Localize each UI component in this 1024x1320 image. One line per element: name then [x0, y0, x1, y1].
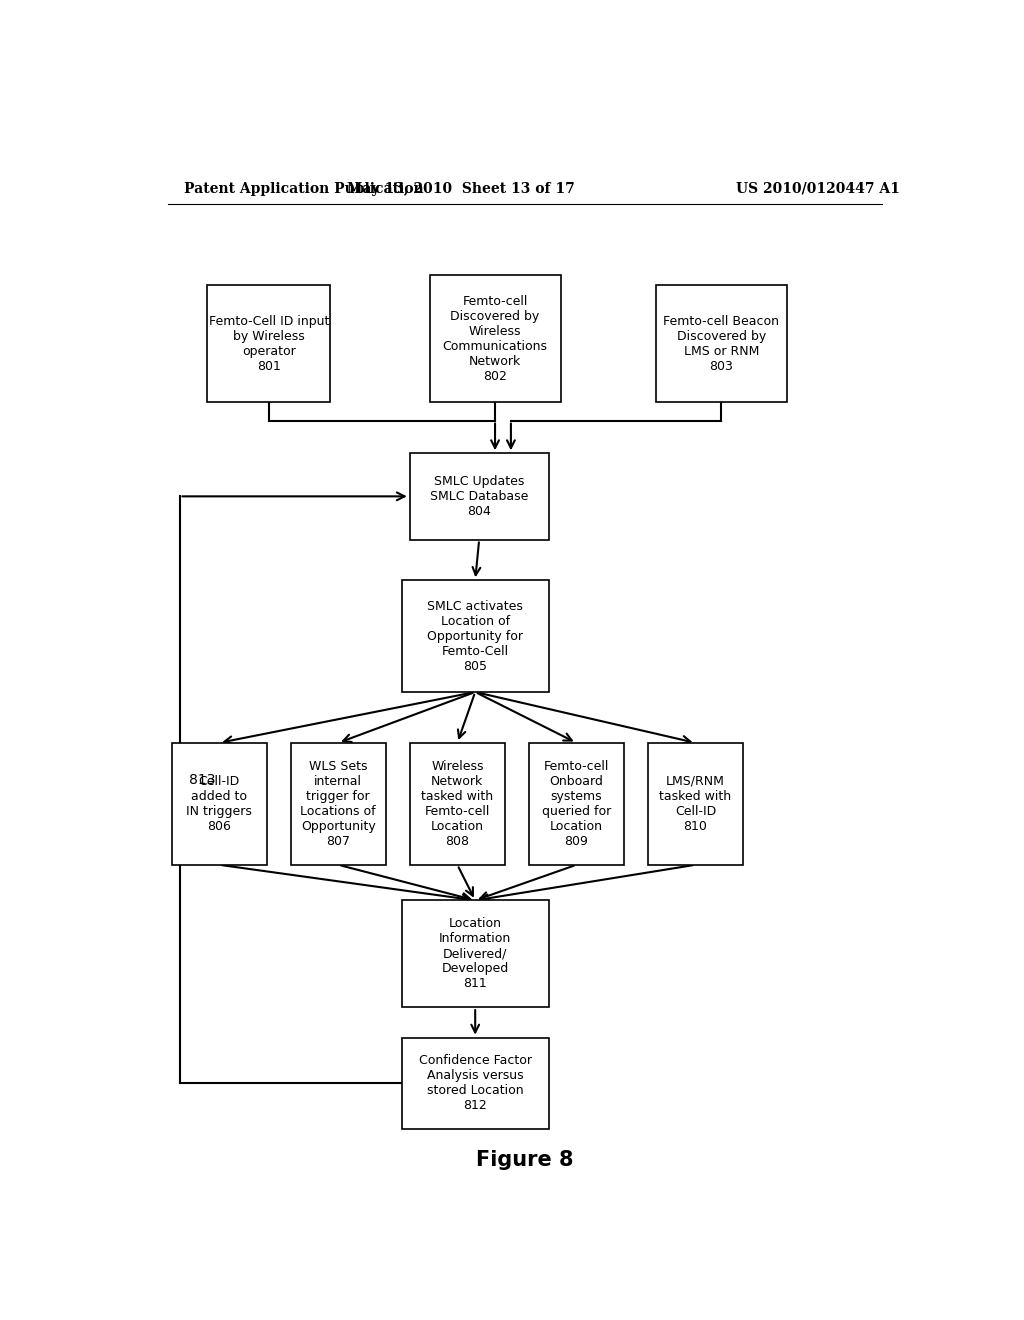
Text: Location
Information
Delivered/
Developed
811: Location Information Delivered/ Develope… — [439, 917, 511, 990]
FancyBboxPatch shape — [401, 900, 549, 1007]
Text: SMLC activates
Location of
Opportunity for
Femto-Cell
805: SMLC activates Location of Opportunity f… — [427, 599, 523, 673]
Text: 813: 813 — [189, 772, 216, 787]
Text: Femto-cell
Discovered by
Wireless
Communications
Network
802: Femto-cell Discovered by Wireless Commun… — [442, 294, 548, 383]
FancyBboxPatch shape — [430, 276, 560, 403]
FancyBboxPatch shape — [648, 743, 743, 865]
FancyBboxPatch shape — [410, 453, 549, 540]
FancyBboxPatch shape — [410, 743, 505, 865]
Text: US 2010/0120447 A1: US 2010/0120447 A1 — [736, 182, 900, 195]
Text: Figure 8: Figure 8 — [476, 1150, 573, 1170]
Text: Femto-cell Beacon
Discovered by
LMS or RNM
803: Femto-cell Beacon Discovered by LMS or R… — [664, 315, 779, 372]
Text: SMLC Updates
SMLC Database
804: SMLC Updates SMLC Database 804 — [430, 475, 528, 517]
FancyBboxPatch shape — [207, 285, 331, 403]
FancyBboxPatch shape — [401, 1038, 549, 1129]
Text: Patent Application Publication: Patent Application Publication — [183, 182, 423, 195]
FancyBboxPatch shape — [655, 285, 786, 403]
Text: Confidence Factor
Analysis versus
stored Location
812: Confidence Factor Analysis versus stored… — [419, 1055, 531, 1113]
FancyBboxPatch shape — [528, 743, 624, 865]
Text: Cell-ID
added to
IN triggers
806: Cell-ID added to IN triggers 806 — [186, 775, 252, 833]
Text: LMS/RNM
tasked with
Cell-ID
810: LMS/RNM tasked with Cell-ID 810 — [659, 775, 731, 833]
FancyBboxPatch shape — [401, 581, 549, 692]
Text: WLS Sets
internal
trigger for
Locations of
Opportunity
807: WLS Sets internal trigger for Locations … — [300, 760, 376, 847]
Text: Wireless
Network
tasked with
Femto-cell
Location
808: Wireless Network tasked with Femto-cell … — [421, 760, 494, 847]
Text: Femto-cell
Onboard
systems
queried for
Location
809: Femto-cell Onboard systems queried for L… — [542, 760, 611, 847]
FancyBboxPatch shape — [172, 743, 267, 865]
Text: Femto-Cell ID input
by Wireless
operator
801: Femto-Cell ID input by Wireless operator… — [209, 315, 329, 372]
Text: May 13, 2010  Sheet 13 of 17: May 13, 2010 Sheet 13 of 17 — [347, 182, 575, 195]
FancyBboxPatch shape — [291, 743, 386, 865]
